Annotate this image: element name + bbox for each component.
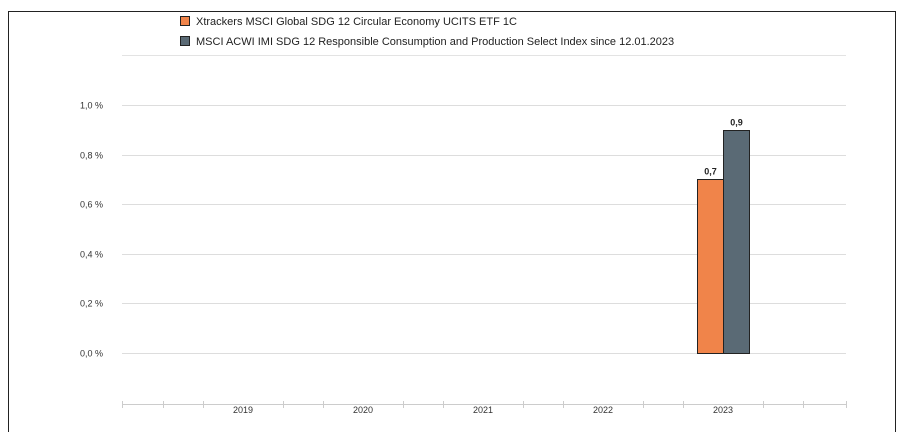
y-tick-label: 0,6 % (80, 200, 103, 210)
y-tick-label: 0,4 % (80, 250, 103, 260)
data-labels: 0,7 0,9 (704, 118, 743, 177)
x-tick-label: 2019 (233, 405, 253, 415)
legend-item-etf: Xtrackers MSCI Global SDG 12 Circular Ec… (180, 16, 517, 28)
x-axis-ticks (122, 401, 847, 408)
x-tick-label: 2023 (713, 405, 733, 415)
x-axis: 2019 2020 2021 2022 2023 (122, 401, 847, 415)
bar-value-label: 0,7 (704, 167, 717, 177)
legend-swatch-index (180, 36, 190, 46)
y-tick-label: 0,0 % (80, 349, 103, 359)
bar (697, 179, 724, 354)
grid (122, 55, 846, 354)
legend-swatch-etf (180, 16, 190, 26)
y-tick-label: 0,8 % (80, 151, 103, 161)
x-tick-label: 2022 (593, 405, 613, 415)
x-tick-label: 2020 (353, 405, 373, 415)
legend-label-etf: Xtrackers MSCI Global SDG 12 Circular Ec… (196, 16, 517, 28)
bar (723, 130, 750, 354)
y-axis-ticks: 0,0 % 0,2 % 0,4 % 0,6 % 0,8 % 1,0 % (80, 101, 103, 359)
legend-item-index: MSCI ACWI IMI SDG 12 Responsible Consump… (180, 36, 674, 48)
x-tick-label: 2021 (473, 405, 493, 415)
bar-value-label: 0,9 (730, 118, 743, 128)
y-tick-label: 0,2 % (80, 299, 103, 309)
y-tick-label: 1,0 % (80, 101, 103, 111)
legend-label-index: MSCI ACWI IMI SDG 12 Responsible Consump… (196, 36, 674, 48)
legend: Xtrackers MSCI Global SDG 12 Circular Ec… (180, 16, 674, 48)
bars (697, 130, 750, 354)
chart-frame (8, 11, 896, 432)
x-axis-labels: 2019 2020 2021 2022 2023 (233, 405, 733, 415)
